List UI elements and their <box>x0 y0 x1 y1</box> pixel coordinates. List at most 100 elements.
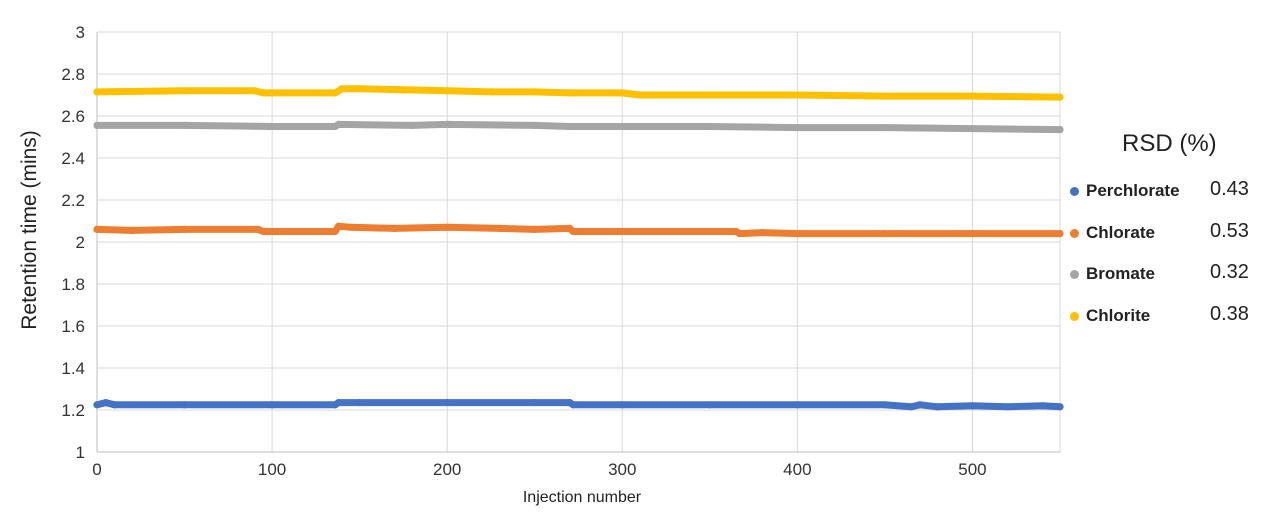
chlorite-point <box>881 92 889 100</box>
perchlorate-point <box>916 401 924 409</box>
chlorate-point <box>128 226 136 234</box>
x-tick-label: 200 <box>433 460 461 479</box>
chlorite-point <box>566 89 574 97</box>
series-chlorite <box>93 85 1064 101</box>
perchlorate-point <box>1003 403 1012 411</box>
chlorite-point <box>443 87 451 95</box>
x-tick-label: 300 <box>608 460 636 479</box>
y-tick-label: 1.4 <box>61 359 85 378</box>
chlorate-point <box>331 227 339 236</box>
chlorate-point <box>618 227 626 236</box>
chlorite-point <box>618 89 626 97</box>
y-tick-label: 2.6 <box>61 107 85 126</box>
chlorite-marker <box>1070 312 1079 321</box>
perchlorate-point <box>180 401 189 409</box>
chlorite-point <box>636 91 644 99</box>
chlorate-point <box>335 222 343 230</box>
bromate-point <box>1056 126 1064 134</box>
bromate-point <box>968 125 977 133</box>
legend-label-bromate: Bromate <box>1086 264 1155 283</box>
chlorite-point <box>706 91 714 99</box>
y-tick-label: 1.6 <box>61 317 85 336</box>
chlorite-point <box>251 87 259 95</box>
chlorite-point <box>338 85 346 93</box>
y-tick-label: 1.2 <box>61 401 85 420</box>
perchlorate-point <box>335 399 343 407</box>
y-tick-labels: 1 1.2 1.4 1.6 1.8 2 2.2 2.4 2.6 2.8 3 <box>61 23 85 462</box>
x-tick-labels: 0 100 200 300 400 500 <box>92 460 986 479</box>
legend-label-chlorite: Chlorite <box>1086 306 1151 325</box>
x-tick-label: 0 <box>92 460 101 479</box>
y-tick-label: 2 <box>76 233 85 252</box>
perchlorate-point <box>618 401 626 409</box>
legend-item-chlorite: Chlorite 0.38 <box>1066 301 1280 331</box>
chlorate-trace <box>93 222 1064 238</box>
perchlorate-point <box>706 401 714 409</box>
bromate-point <box>618 122 626 131</box>
y-tick-label: 2.2 <box>61 191 85 210</box>
perchlorate-point <box>102 399 110 407</box>
perchlorate-point <box>907 403 915 411</box>
chlorite-point <box>356 85 364 93</box>
rsd-value-chlorate: 0.53 <box>1210 220 1249 242</box>
perchlorate-point <box>356 399 364 407</box>
y-tick-label: 3 <box>76 23 85 42</box>
x-tick-label: 500 <box>958 460 986 479</box>
perchlorate-point <box>268 401 276 409</box>
chlorite-point <box>487 88 495 96</box>
chlorite-point <box>793 91 802 99</box>
plot-area <box>93 85 1064 411</box>
chlorate-point <box>443 223 451 231</box>
chlorate-marker <box>1070 229 1079 238</box>
chlorate-point <box>391 224 399 232</box>
chlorite-point <box>399 86 407 94</box>
legend-item-perchlorate: Perchlorate 0.43 <box>1066 176 1280 206</box>
perchlorate-point <box>933 403 942 411</box>
chlorite-point <box>259 89 267 97</box>
y-tick-label: 1 <box>76 443 85 462</box>
perchlorate-point <box>569 401 577 409</box>
chlorate-point <box>1056 230 1064 238</box>
perchlorate-marker <box>1070 187 1079 196</box>
chlorite-trace <box>93 85 1064 101</box>
chlorate-point <box>881 230 889 238</box>
chlorate-point <box>259 227 267 236</box>
perchlorate-point <box>443 399 451 407</box>
bromate-point <box>180 121 189 129</box>
x-tick-label: 100 <box>258 460 286 479</box>
chlorate-point <box>758 229 766 237</box>
bromate-point <box>443 120 451 128</box>
bromate-point <box>93 121 101 129</box>
chlorate-point <box>93 225 101 233</box>
chlorate-point <box>180 225 189 233</box>
bromate-point <box>268 122 276 131</box>
bromate-trace <box>93 120 1064 134</box>
chlorate-point <box>793 230 802 238</box>
bromate-point <box>881 124 889 132</box>
bromate-marker <box>1070 270 1079 279</box>
chlorite-point <box>968 92 977 100</box>
bromate-point <box>706 122 714 131</box>
x-tick-label: 400 <box>783 460 811 479</box>
chlorate-point <box>496 224 504 232</box>
perchlorate-point <box>531 399 539 407</box>
bromate-point <box>793 124 802 132</box>
y-tick-label: 2.8 <box>61 65 85 84</box>
rsd-value-bromate: 0.32 <box>1210 261 1249 283</box>
legend-label-chlorate: Chlorate <box>1086 223 1155 242</box>
legend-title: RSD (%) <box>1122 130 1217 157</box>
y-axis-label: Retention time (mins) <box>18 130 41 330</box>
bromate-point <box>566 122 574 131</box>
perchlorate-point <box>110 401 119 409</box>
legend-label-perchlorate: Perchlorate <box>1086 181 1180 200</box>
series-chlorate <box>93 222 1064 238</box>
legend: RSD (%) Perchlorate 0.43 Chlorate 0.53 B… <box>1066 0 1280 526</box>
rsd-value-chlorite: 0.38 <box>1210 303 1249 325</box>
chlorate-point <box>347 223 355 231</box>
perchlorate-point <box>968 402 977 410</box>
bromate-point <box>408 121 416 129</box>
perchlorate-trace <box>93 399 1064 411</box>
chlorate-point <box>968 230 977 238</box>
series-perchlorate <box>93 399 1064 411</box>
